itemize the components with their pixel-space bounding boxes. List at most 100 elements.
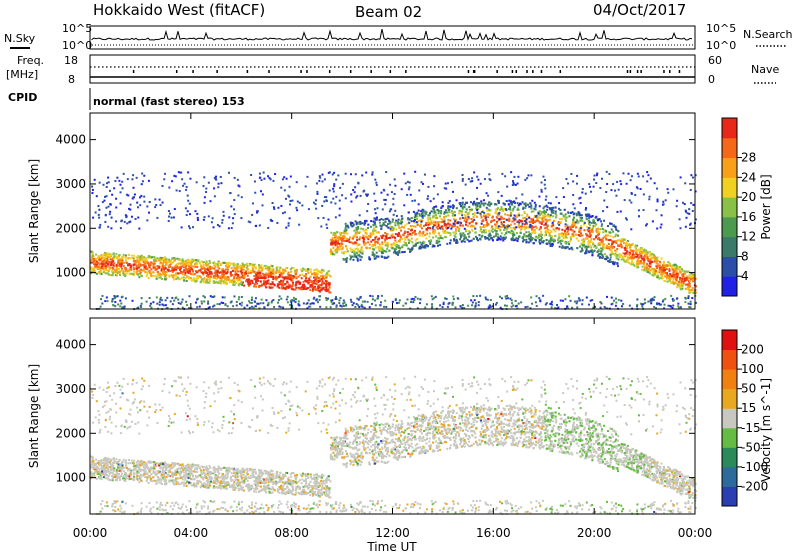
power-cell [479, 237, 482, 240]
power-cell [579, 229, 582, 232]
power-cell [215, 280, 218, 283]
power-cell [106, 257, 109, 260]
power-cell [202, 273, 205, 276]
freq-mark [246, 70, 249, 73]
power-cell [649, 254, 652, 257]
power-cell [518, 219, 521, 222]
power-cell [243, 273, 246, 276]
power-cell [463, 240, 466, 243]
power-cell [201, 267, 204, 270]
power-cell [674, 263, 677, 266]
power-cell [201, 271, 204, 274]
power-cell [664, 279, 667, 282]
power-cell [291, 280, 294, 283]
power-cell [171, 261, 174, 264]
power-cell [207, 266, 210, 269]
power-cell [161, 264, 164, 267]
power-cell [238, 276, 241, 279]
power-cell [531, 231, 534, 234]
power-cell [453, 239, 456, 242]
power-cell [660, 276, 663, 279]
power-cell [337, 236, 340, 239]
power-cell [309, 268, 312, 271]
power-cell [545, 214, 548, 217]
power-cell [659, 261, 662, 264]
power-cell [552, 209, 555, 212]
power-cell [652, 256, 655, 259]
power-cell [380, 218, 383, 221]
power-cell [236, 278, 239, 281]
power-cell [647, 259, 650, 262]
power-cell [206, 274, 209, 277]
power-cell [241, 275, 244, 278]
power-cell [274, 271, 277, 274]
power-cell [336, 251, 339, 254]
power-cell [102, 271, 105, 274]
power-cell [681, 277, 684, 280]
power-cell [491, 219, 494, 222]
power-cell [565, 246, 568, 249]
power-cell [474, 202, 477, 205]
power-cell [369, 225, 372, 228]
power-cell [430, 219, 433, 222]
power-cell [551, 239, 554, 242]
power-cell [114, 271, 117, 274]
power-cell [608, 260, 611, 263]
power-cell [603, 219, 606, 222]
power-cell [278, 275, 281, 278]
power-cell [396, 251, 399, 254]
power-cell [454, 228, 457, 231]
power-cell [212, 280, 215, 283]
power-cell [439, 237, 442, 240]
power-cell [205, 281, 208, 284]
power-cell [110, 263, 113, 266]
power-cell [212, 261, 215, 264]
power-cell [358, 232, 361, 235]
power-cell [631, 260, 634, 263]
power-cell [524, 226, 527, 229]
power-cell [362, 240, 365, 243]
power-cell [631, 258, 634, 261]
power-cell [107, 252, 110, 255]
power-cell [434, 214, 437, 217]
power-cell [365, 235, 368, 238]
power-cell [633, 255, 636, 258]
power-cell [144, 267, 147, 270]
power-cell [560, 212, 563, 215]
power-cell [289, 268, 292, 271]
power-cell [315, 288, 318, 291]
power-cell [400, 219, 403, 222]
power-cell [480, 200, 483, 203]
power-cell [301, 273, 304, 276]
power-cell [635, 248, 638, 251]
power-cell [249, 280, 252, 283]
power-cell [516, 214, 519, 217]
power-cell [349, 221, 352, 224]
power-cell [409, 232, 412, 235]
power-cell [440, 225, 443, 228]
power-cell [255, 277, 258, 280]
power-cell [429, 241, 432, 244]
power-cell [153, 262, 156, 265]
power-cell [90, 272, 93, 275]
power-cell [237, 277, 240, 280]
power-cell [100, 271, 103, 274]
power-cell [626, 240, 629, 243]
power-cell [242, 277, 245, 280]
power-cell [614, 225, 617, 228]
power-cell [563, 208, 566, 211]
power-cell [406, 218, 409, 221]
power-cell [565, 242, 568, 245]
power-cell [644, 267, 647, 270]
power-cell [679, 271, 682, 274]
power-cell [158, 266, 161, 269]
power-cell [651, 260, 654, 263]
power-cell [639, 260, 642, 263]
power-cell [552, 240, 555, 243]
power-cell [495, 203, 498, 206]
power-cell [544, 215, 547, 218]
power-cell [437, 225, 440, 228]
power-cell [569, 237, 572, 240]
power-cell [229, 272, 232, 275]
power-cell [255, 285, 258, 288]
